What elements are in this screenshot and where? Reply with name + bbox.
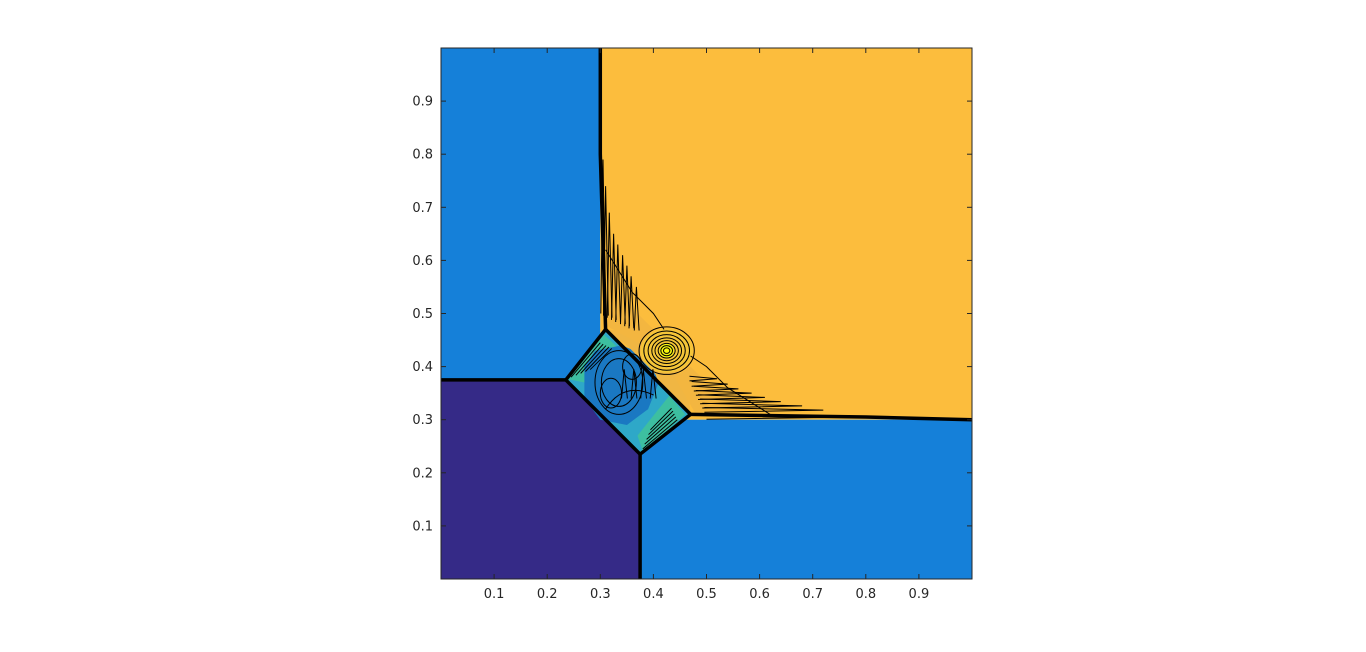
contour-peak-2 (657, 342, 676, 359)
shock-interaction-boundary (563, 326, 694, 457)
contour-inner-1 (600, 358, 637, 407)
y-tick-label-7: 0.8 (412, 148, 433, 163)
x-tick-label-5: 0.6 (749, 587, 770, 602)
shock-vertical-top (598, 48, 608, 330)
x-tick-label-3: 0.4 (643, 587, 664, 602)
contour-band-lr-0 (642, 419, 678, 450)
region-top-left (441, 48, 601, 380)
contour-finger-right-6 (693, 385, 739, 392)
x-tick-label-0: 0.1 (484, 587, 505, 602)
contour-band-ul-0 (570, 342, 601, 378)
contour-finger-top-8 (633, 286, 640, 331)
contour-finger-top-3 (611, 233, 617, 320)
contour-inner-0 (594, 350, 644, 415)
region-bottom-right (640, 419, 972, 579)
contour-finger-right-8 (689, 375, 718, 382)
contour-plume-right (690, 355, 771, 415)
x-tick-label-4: 0.5 (696, 587, 717, 602)
contour-peak-1 (660, 345, 674, 357)
contour-band-ul-4 (589, 348, 613, 370)
contour-peak-0 (662, 347, 671, 354)
x-tick-label-2: 0.3 (590, 587, 611, 602)
contour-finger-right-4 (697, 394, 765, 400)
y-tick-label-3: 0.4 (412, 360, 433, 375)
y-tick-label-2: 0.3 (412, 413, 433, 428)
contour-finger-right-7 (691, 381, 728, 387)
contour-finger-right-5 (695, 390, 752, 396)
shock-horizontal-right (690, 412, 972, 422)
contour-peak-5 (647, 334, 686, 368)
contour-band-ul-1 (575, 343, 604, 376)
contour-peak-6 (643, 330, 691, 371)
contour-band-ul-2 (580, 345, 607, 374)
teal-band-lower-right (637, 395, 686, 452)
contour-finger-right-2 (702, 402, 803, 409)
y-tick-label-6: 0.7 (412, 201, 433, 216)
x-tick-label-8: 0.9 (909, 587, 930, 602)
y-tick-label-0: 0.1 (412, 519, 433, 534)
contour-peak-3 (654, 340, 679, 362)
x-tick-label-7: 0.8 (855, 587, 876, 602)
contour-finger-top-5 (620, 255, 626, 325)
contour-finger-top-6 (624, 265, 630, 327)
contour-finger-0 (621, 369, 628, 399)
y-tick-label-8: 0.9 (412, 95, 433, 110)
contour-peak-4 (651, 337, 683, 364)
contour-finger-top-7 (628, 276, 635, 329)
contour-finger-top-2 (606, 212, 613, 318)
plot-area (441, 48, 972, 579)
contour-finger-right-1 (704, 407, 824, 413)
contour-peak-7 (638, 326, 695, 375)
contour-finger-1 (630, 369, 638, 399)
contour-mushroom-cap (605, 389, 654, 410)
contour-plume-top (605, 249, 665, 330)
contour-finger-top-4 (615, 244, 621, 323)
x-tick-label-6: 0.7 (802, 587, 823, 602)
contour-band-lr-3 (648, 410, 674, 435)
y-tick-label-5: 0.6 (412, 254, 433, 269)
contour-finger-3 (649, 369, 657, 399)
contour-band-lr-1 (644, 416, 677, 445)
y-tick-label-4: 0.5 (412, 307, 433, 322)
y-tick-label-1: 0.2 (412, 466, 433, 481)
contour-finger-right-3 (700, 398, 781, 405)
x-tick-label-1: 0.2 (537, 587, 558, 602)
contour-band-ul-3 (585, 346, 610, 372)
contour-band-lr-4 (650, 407, 672, 431)
contour-band-lr-2 (646, 413, 675, 440)
